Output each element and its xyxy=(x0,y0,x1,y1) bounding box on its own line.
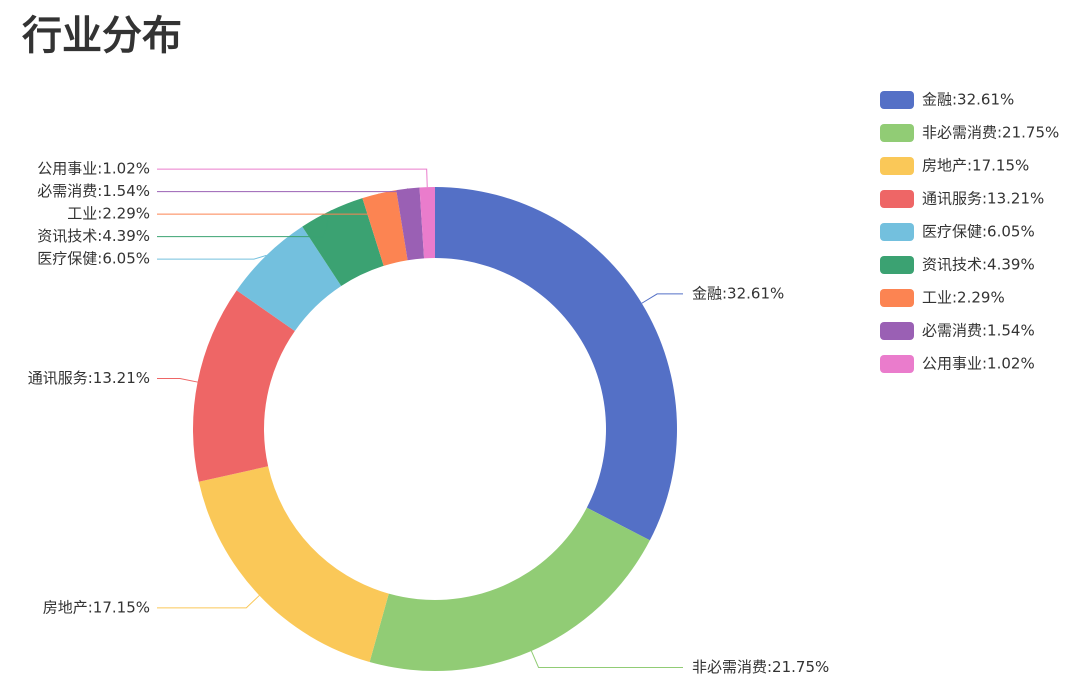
legend-label: 资讯技术:4.39% xyxy=(922,256,1035,274)
legend-label: 通讯服务:13.21% xyxy=(922,190,1044,208)
slice xyxy=(435,187,677,541)
legend-label: 房地产:17.15% xyxy=(922,157,1029,175)
legend-label: 必需消费:1.54% xyxy=(922,322,1035,340)
legend-swatch xyxy=(880,124,914,142)
leader-line xyxy=(157,193,380,215)
legend-label: 医疗保健:6.05% xyxy=(922,223,1035,241)
legend-label: 非必需消费:21.75% xyxy=(922,124,1059,142)
data-label: 资讯技术:4.39% xyxy=(37,227,150,245)
legend-swatch xyxy=(880,256,914,274)
legend-label: 工业:2.29% xyxy=(922,289,1005,307)
slice xyxy=(369,507,650,671)
legend-swatch xyxy=(880,91,914,109)
legend-swatch xyxy=(880,355,914,373)
slice xyxy=(198,466,389,662)
legend-swatch xyxy=(880,157,914,175)
leader-line xyxy=(157,168,428,188)
leader-line xyxy=(157,210,332,238)
leader-line xyxy=(641,293,683,304)
leader-line xyxy=(157,254,267,260)
slice xyxy=(302,198,384,287)
data-label: 金融:32.61% xyxy=(692,284,784,302)
data-label: 房地产:17.15% xyxy=(43,598,150,616)
legend-label: 金融:32.61% xyxy=(922,91,1014,109)
legend-swatch xyxy=(880,190,914,208)
data-label: 公用事业:1.02% xyxy=(37,160,150,178)
slice xyxy=(419,187,435,259)
legend-label: 公用事业:1.02% xyxy=(922,355,1035,373)
slice xyxy=(236,226,342,332)
data-label: 通讯服务:13.21% xyxy=(28,369,150,387)
leader-line xyxy=(157,595,260,609)
data-label: 工业:2.29% xyxy=(67,205,150,223)
data-label: 非必需消费:21.75% xyxy=(692,658,829,676)
legend-swatch xyxy=(880,289,914,307)
legend-swatch xyxy=(880,223,914,241)
slice xyxy=(362,190,408,266)
legend-swatch xyxy=(880,322,914,340)
leader-line xyxy=(157,378,198,383)
chart-title: 行业分布 xyxy=(22,13,182,59)
data-label: 医疗保健:6.05% xyxy=(37,250,150,268)
slice xyxy=(192,290,295,482)
slice xyxy=(396,187,425,261)
data-label: 必需消费:1.54% xyxy=(37,182,150,200)
leader-line xyxy=(157,188,409,193)
leader-line xyxy=(530,650,683,668)
